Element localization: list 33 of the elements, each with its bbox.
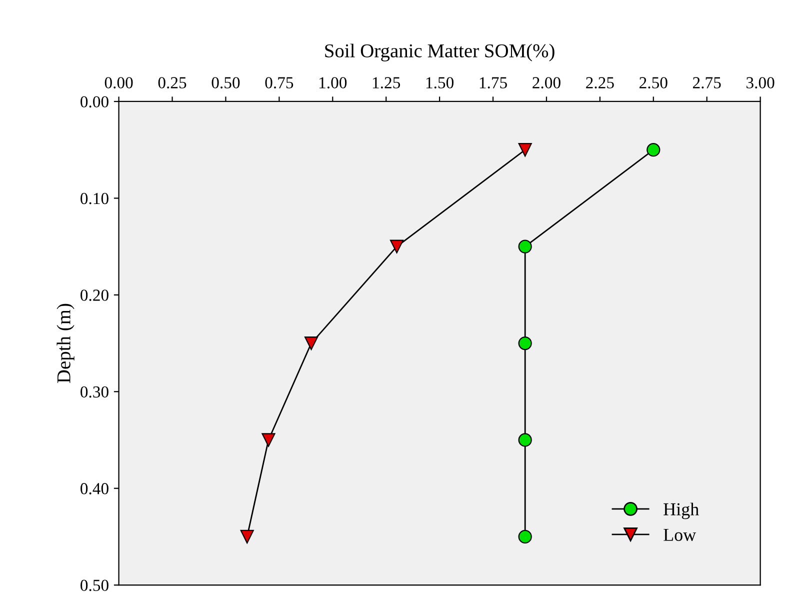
x-tick-label: 0.25	[158, 77, 186, 88]
point	[518, 336, 532, 350]
x-tick-label: 0.50	[212, 77, 240, 88]
x-tick-label: 1.00	[320, 77, 347, 88]
x-tick-label: 2.50	[640, 77, 668, 88]
y-tick-label: 0.20	[80, 290, 108, 301]
y-tick-label: 0.00	[80, 96, 108, 108]
x-tick-label: 2.75	[693, 77, 721, 88]
x-tick-label: 1.50	[426, 77, 454, 88]
point	[518, 143, 532, 157]
legend-label: Low	[664, 528, 696, 541]
y-tick-label: 0.40	[80, 483, 108, 494]
y-tick-label: 0.30	[80, 386, 108, 398]
point	[304, 336, 318, 350]
legend-label: High	[664, 502, 699, 520]
y-tick-label: 0.10	[80, 192, 108, 204]
point	[518, 433, 532, 447]
x-tick-label: 2.25	[586, 77, 614, 88]
point	[390, 240, 404, 254]
x-tick-label: 1.25	[372, 77, 400, 88]
x-tick-label: 0.75	[265, 77, 294, 88]
x-tick-label: 0.00	[104, 77, 133, 88]
y-axis-title: Depth (m)	[56, 304, 74, 383]
x-tick-label: 2.00	[532, 77, 560, 88]
point	[262, 433, 276, 447]
y-tick-label: 0.50	[80, 580, 108, 592]
x-axis-title: Soil Organic Matter SOM(%)	[325, 44, 554, 62]
point	[518, 240, 532, 254]
x-tick-label: 1.75	[480, 77, 507, 88]
point	[646, 143, 660, 157]
point	[518, 530, 532, 544]
point	[240, 530, 254, 544]
x-tick-label: 3.00	[746, 77, 774, 88]
